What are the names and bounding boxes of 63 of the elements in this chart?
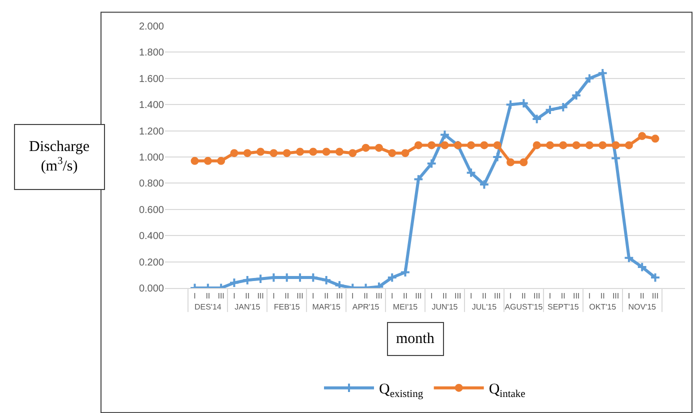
x-tick-label: III [415, 292, 422, 301]
x-tick-label: II [284, 292, 290, 301]
x-tick-label: II [640, 292, 644, 301]
text: AGUST'15 [504, 302, 544, 312]
x-tick-label: III [454, 292, 462, 301]
text: MEI'15 [392, 302, 418, 312]
x-tick-label: III [534, 292, 540, 301]
x-tick-label: III [376, 292, 382, 301]
x-tick-label: III [572, 292, 580, 301]
x-tick-label: II [600, 292, 605, 301]
x-tick-label: III [218, 292, 224, 301]
y-tick-label: 1.000 [138, 152, 164, 164]
x-tick-label: III [296, 292, 304, 301]
y-tick-label: 0.800 [138, 178, 164, 190]
y-tick-label: 0.600 [138, 204, 164, 216]
x-tick-label: II [560, 292, 566, 301]
y-tick-label: 2.000 [138, 22, 164, 32]
text: JUN'15 [432, 302, 458, 312]
legend-label: Q$_{existing}$ [379, 382, 424, 400]
x-tick-label: I [272, 292, 275, 301]
x-tick-label: III [336, 292, 343, 301]
y-axis-title: Discharge (m$^{3}$/s) [29, 139, 90, 174]
x-tick-label: I [470, 292, 472, 301]
y-tick-label: 1.800 [138, 48, 164, 59]
x-tick-label: I [548, 292, 552, 301]
x-tick-label: III [612, 292, 620, 301]
legend-label: Q$_{intake}$ [488, 382, 526, 400]
text: JUL'15 [472, 302, 498, 312]
x-tick-label: I [628, 292, 630, 301]
text: NOV'15 [628, 302, 657, 312]
text: APR'15 [352, 302, 380, 312]
y-tick-label: 1.600 [138, 74, 164, 85]
x-tick-label: I [390, 292, 394, 301]
x-tick-label: II [324, 292, 329, 301]
x-tick-label: II [245, 292, 250, 301]
x-tick-label: III [652, 292, 659, 301]
x-tick-label: III [494, 292, 501, 301]
y-tick-label: 1.400 [138, 100, 164, 112]
x-tick-label: II [521, 292, 526, 301]
x-tick-label: I [352, 292, 354, 301]
x-tick-label: I [509, 292, 512, 301]
y-tick-label: 0.000 [138, 284, 164, 294]
x-tick-label: III [257, 292, 264, 301]
x-tick-label: II [482, 292, 486, 301]
text: MAR'15 [312, 302, 341, 312]
x-tick-label: I [430, 292, 433, 301]
y-tick-label: 0.200 [138, 257, 164, 268]
x-axis-title: month [396, 331, 435, 347]
text: OKT'15 [589, 302, 617, 312]
y-tick-label: 1.200 [138, 126, 164, 138]
x-tick-label: I [588, 292, 591, 301]
x-tick-label: I [194, 292, 196, 301]
text: DES'14 [194, 302, 222, 312]
x-tick-label: II [442, 292, 447, 301]
text: JAN'15 [234, 302, 261, 312]
y-tick-label: 0.400 [138, 231, 164, 242]
x-tick-label: II [206, 292, 210, 301]
text: SEPT'15 [547, 302, 580, 312]
x-tick-label: II [364, 292, 368, 301]
x-tick-label: I [312, 292, 314, 301]
text: FEB'15 [274, 302, 300, 312]
x-tick-label: II [403, 292, 408, 301]
x-tick-label: I [233, 292, 236, 301]
